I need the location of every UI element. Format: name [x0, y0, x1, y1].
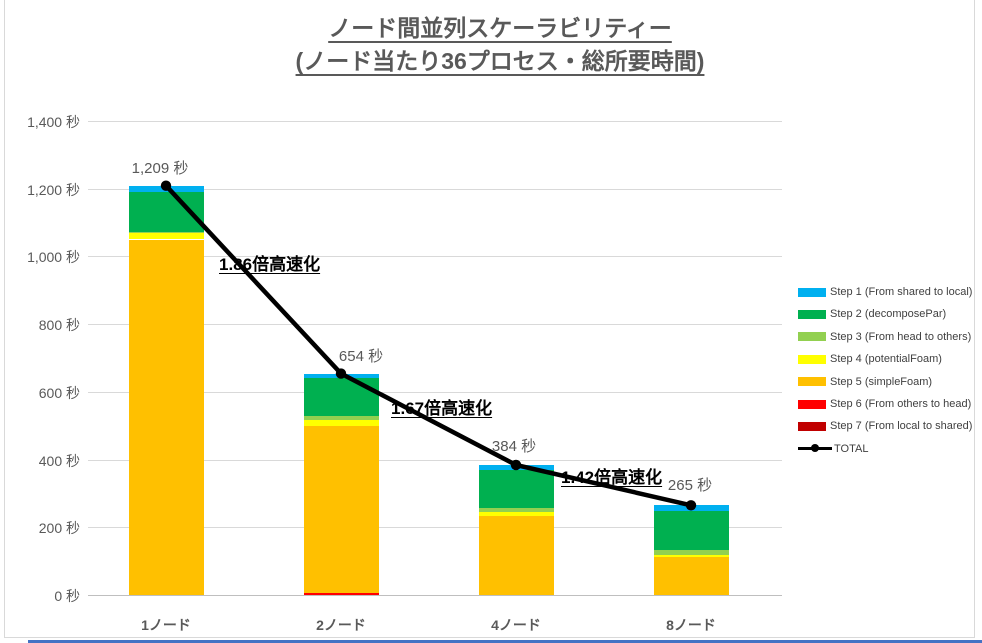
window-bottom-edge — [28, 640, 982, 643]
x-category-label: 1ノード — [141, 617, 191, 633]
y-tick-label: 0 秒 — [54, 588, 80, 604]
bar-segment-step3-1ノード — [128, 231, 204, 233]
y-tick-label: 600 秒 — [38, 384, 80, 401]
chart-title-line1: ノード間並列スケーラビリティー — [328, 15, 672, 41]
y-tick-label: 400 秒 — [38, 452, 80, 469]
legend-item: Step 1 (From shared to local) — [798, 281, 972, 303]
total-data-label: 1,209 秒 — [131, 160, 189, 177]
bar-segment-step1-1ノード — [128, 185, 204, 193]
y-gridline — [88, 527, 782, 529]
bar-segment-step5-2ノード — [303, 425, 379, 593]
bar-segment-step4-1ノード — [128, 232, 204, 240]
chart-title-line2: (ノード当たり36プロセス・総所要時間) — [295, 48, 705, 75]
legend-swatch — [798, 309, 826, 319]
bar-segment-step3-4ノード — [478, 507, 554, 513]
y-tick-label: 1,200 秒 — [27, 181, 80, 198]
bar-segment-step3-8ノード — [653, 550, 729, 556]
x-axis-line — [88, 595, 782, 596]
y-tick-label: 1,000 秒 — [27, 249, 80, 266]
legend-label: Step 3 (From head to others) — [830, 330, 972, 343]
legend-swatch — [798, 287, 826, 297]
legend-swatch — [798, 332, 826, 342]
chart-title: ノード間並列スケーラビリティー (ノード当たり36プロセス・総所要時間) — [18, 12, 982, 79]
y-tick-label: 1,400 秒 — [27, 114, 80, 130]
chart-area-border — [4, 0, 975, 638]
legend-label: Step 7 (From local to shared) — [830, 420, 973, 433]
total-data-label: 654 秒 — [338, 348, 384, 365]
bar-segment-step2-8ノード — [653, 511, 729, 551]
x-category-label: 2ノード — [316, 617, 366, 633]
bar-segment-step1-8ノード — [653, 505, 729, 512]
speedup-annotation: 1.42倍高速化 — [561, 468, 663, 487]
speedup-annotation: 1.86倍高速化 — [219, 255, 321, 274]
bar-segment-step4-4ノード — [478, 512, 554, 517]
legend-item: Step 3 (From head to others) — [798, 326, 971, 348]
bar-segment-step6-2ノード — [303, 592, 379, 595]
bar-segment-step2-4ノード — [478, 469, 554, 508]
legend-swatch — [798, 377, 826, 387]
legend-swatch — [798, 354, 826, 364]
bar-segment-step2-1ノード — [128, 192, 204, 232]
bar-segment-step1-2ノード — [303, 373, 379, 379]
legend-swatch — [798, 399, 826, 409]
legend-label: Step 1 (From shared to local) — [830, 286, 973, 298]
legend-label: Step 5 (simpleFoam) — [830, 375, 933, 388]
bar-segment-step5-8ノード — [653, 557, 729, 595]
x-category-label: 8ノード — [666, 617, 716, 633]
bar-segment-step4-2ノード — [303, 419, 379, 426]
legend-item: Step 5 (simpleFoam) — [798, 371, 932, 393]
legend-label: Step 4 (potentialFoam) — [830, 353, 942, 366]
legend-item: Step 4 (potentialFoam) — [798, 348, 942, 370]
total-data-label: 265 秒 — [667, 477, 713, 494]
legend-item: Step 2 (decomposePar) — [798, 303, 946, 325]
bar-segment-step3-2ノード — [303, 415, 379, 420]
bar-segment-step2-2ノード — [303, 378, 379, 416]
bar-segment-step5-4ノード — [478, 516, 554, 595]
x-category-label: 4ノード — [491, 617, 541, 633]
bar-segment-step5-1ノード — [128, 239, 204, 595]
y-tick-label: 800 秒 — [38, 317, 80, 334]
legend-label: Step 6 (From others to head) — [830, 398, 972, 410]
legend-label: Step 2 (decomposePar) — [830, 308, 947, 321]
legend-item: TOTAL — [798, 438, 868, 460]
legend-label: TOTAL — [834, 442, 869, 455]
bar-segment-step4-8ノード — [653, 555, 729, 558]
legend-item: Step 6 (From others to head) — [798, 393, 971, 415]
y-tick-label: 200 秒 — [38, 520, 80, 537]
speedup-annotation: 1.67倍高速化 — [391, 399, 493, 418]
bar-segment-step1-4ノード — [478, 464, 554, 470]
legend-line-marker-dot — [811, 444, 819, 453]
legend-item: Step 7 (From local to shared) — [798, 415, 972, 437]
total-data-label: 384 秒 — [491, 438, 537, 455]
y-gridline — [88, 121, 782, 122]
legend-swatch — [798, 421, 826, 431]
legend-line-swatch — [798, 444, 832, 453]
